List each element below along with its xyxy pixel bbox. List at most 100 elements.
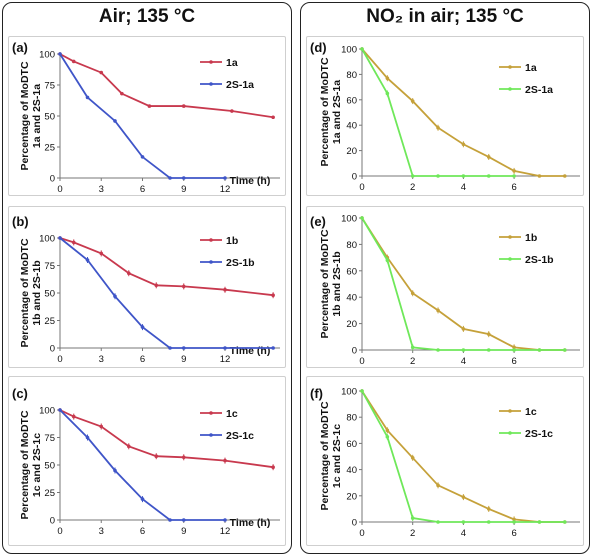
y-axis-label-line: 1c and 2S-1c	[331, 424, 343, 488]
data-point	[140, 497, 145, 501]
data-point	[436, 520, 440, 524]
panel-label: (a)	[12, 40, 28, 55]
panel-label: (d)	[310, 40, 327, 55]
y-axis-label: Percentage of MoDTC 1a and 2S-1a	[319, 57, 343, 167]
legend-label: 1b	[525, 232, 537, 244]
data-point	[486, 348, 491, 352]
panel-label: (b)	[12, 214, 29, 229]
legend-label: 1a	[226, 57, 238, 69]
y-tick-label: 0	[50, 174, 55, 185]
data-point	[385, 91, 390, 96]
x-tick-label: 12	[220, 354, 231, 365]
y-axis-label-line: 1a and 2S-1a	[31, 84, 43, 148]
data-point	[512, 520, 516, 524]
legend-label: 2S-1a	[525, 84, 553, 96]
data-point	[99, 424, 104, 429]
y-tick-label: 80	[346, 413, 357, 424]
data-point	[168, 346, 172, 350]
legend-marker	[508, 235, 512, 239]
data-point	[85, 95, 90, 100]
y-tick-label: 40	[346, 293, 357, 304]
data-point	[230, 109, 234, 113]
y-tick-label: 50	[44, 289, 55, 300]
data-point	[410, 516, 415, 520]
y-tick-label: 0	[352, 346, 357, 357]
data-point	[562, 520, 567, 524]
data-point	[360, 389, 364, 393]
y-tick-label: 0	[50, 344, 55, 355]
panel-c-box	[8, 376, 286, 546]
y-axis-label-line: Percentage of MoDTC	[19, 238, 31, 348]
x-tick-label: 2	[410, 356, 415, 367]
legend-label: 2S-1b	[525, 254, 554, 266]
legend-label: 1b	[226, 235, 238, 247]
data-point	[562, 174, 567, 178]
data-point	[154, 283, 159, 288]
data-point	[461, 495, 466, 499]
data-point	[85, 435, 90, 440]
data-point	[410, 174, 415, 178]
x-tick-label: 9	[181, 354, 186, 365]
data-point	[58, 236, 62, 240]
legend-marker	[508, 87, 512, 91]
legend-marker	[209, 60, 213, 64]
y-axis-label-line: Percentage of MoDTC	[319, 57, 331, 167]
data-point	[537, 520, 542, 524]
data-point	[140, 155, 145, 159]
data-point	[113, 468, 117, 473]
legend-marker	[209, 411, 213, 415]
data-point	[99, 251, 104, 256]
y-tick-label: 25	[44, 316, 55, 327]
legend-label: 1c	[226, 408, 238, 420]
legend-label: 2S-1a	[226, 79, 254, 91]
data-point	[537, 174, 542, 178]
y-axis-label-line: 1a and 2S-1a	[331, 80, 343, 144]
data-point	[71, 240, 76, 245]
x-tick-label: 2	[410, 182, 415, 193]
y-axis-label-line: 1c and 2S-1c	[31, 433, 43, 497]
data-point	[461, 174, 466, 178]
series-line-1a	[59, 53, 274, 119]
data-point	[271, 293, 275, 298]
x-tick-label: 6	[511, 356, 516, 367]
data-point	[181, 176, 186, 180]
data-point	[436, 125, 440, 130]
y-tick-label: 100	[39, 234, 55, 245]
y-tick-label: 0	[50, 516, 55, 527]
y-tick-label: 100	[341, 45, 357, 56]
data-point	[271, 465, 275, 470]
panel-a-box	[8, 36, 286, 196]
x-tick-label: 6	[140, 354, 145, 365]
y-axis-label: Percentage of MoDTC 1a and 2S-1a	[19, 61, 43, 171]
x-tick-label: 6	[511, 182, 516, 193]
y-axis-label-line: Percentage of MoDTC	[19, 410, 31, 520]
data-point	[562, 348, 567, 352]
legend-label: 2S-1b	[226, 257, 255, 269]
data-point	[168, 518, 172, 522]
x-tick-label: 12	[220, 526, 231, 537]
data-point	[360, 216, 364, 220]
data-point	[486, 520, 491, 524]
data-point	[126, 444, 131, 449]
y-tick-label: 100	[341, 387, 357, 398]
data-point	[154, 454, 159, 459]
panel-e-box	[306, 206, 584, 368]
y-axis-label-line: 1b and 2S-1b	[31, 260, 43, 325]
x-tick-label: 0	[57, 354, 62, 365]
data-point	[113, 119, 117, 123]
data-point	[512, 174, 516, 178]
data-point	[385, 76, 390, 81]
y-axis-label-line: Percentage of MoDTC	[319, 229, 331, 339]
x-tick-label: 0	[57, 184, 62, 195]
legend-label: 2S-1c	[525, 428, 553, 440]
data-point	[512, 348, 516, 352]
data-point	[58, 52, 62, 56]
data-point	[113, 294, 117, 299]
y-tick-label: 50	[44, 112, 55, 123]
panel-label: (c)	[12, 386, 28, 401]
x-axis-label: Time (h)	[230, 517, 271, 529]
data-point	[385, 258, 390, 263]
